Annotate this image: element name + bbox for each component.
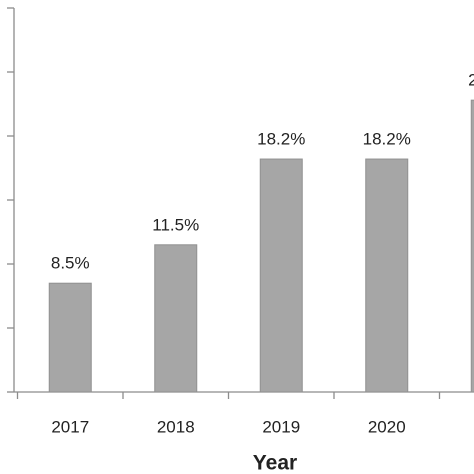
x-tick-label: 2020 [368, 417, 406, 436]
data-label: 11.5% [152, 215, 199, 234]
data-label: 18.2% [257, 130, 305, 149]
data-label: 8.5% [51, 254, 90, 273]
bar [48, 282, 92, 393]
x-tick-label: 2019 [262, 417, 300, 436]
data-label: 18.2% [363, 130, 411, 149]
bar [259, 158, 303, 393]
x-tick-label: 2017 [51, 417, 89, 436]
data-label: 22.8% [468, 71, 474, 90]
bar [470, 99, 474, 393]
x-tick-label: 2018 [157, 417, 195, 436]
bar [365, 158, 409, 393]
bar [154, 244, 198, 393]
x-axis-title: Year [253, 452, 297, 474]
